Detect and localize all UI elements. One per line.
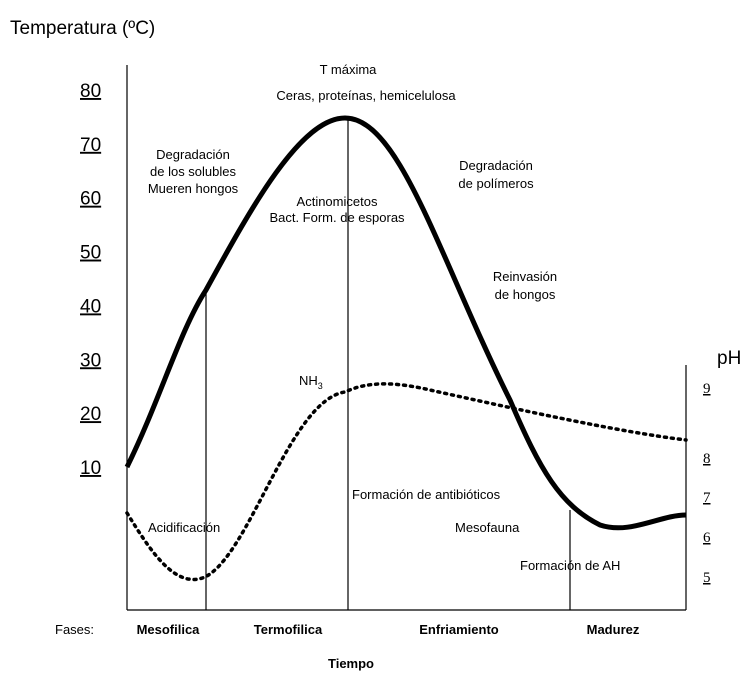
annotation: NH3 [299, 373, 323, 391]
annotation: Formación de AH [520, 558, 620, 573]
annotation: Reinvasión [493, 269, 557, 284]
annotation: de polímeros [458, 176, 534, 191]
annotation: Degradación [156, 147, 230, 162]
annotation: Ceras, proteínas, hemicelulosa [276, 88, 456, 103]
phase: Enfriamiento [419, 622, 499, 637]
phase: Termofilica [254, 622, 323, 637]
ph-tick: 7 [703, 490, 711, 506]
subscript: 3 [318, 381, 323, 391]
temperature-tick: 80 [80, 81, 101, 102]
ph-tick: 5 [703, 570, 711, 586]
phases-label: Fases: [55, 622, 94, 637]
temperature-tick: 40 [80, 296, 101, 317]
annotation: Actinomicetos [297, 194, 378, 209]
ph-title: pH [717, 348, 741, 369]
annotation: Mesofauna [455, 520, 520, 535]
phase: Mesofilica [137, 622, 201, 637]
annotation: Degradación [459, 158, 533, 173]
phase: Madurez [587, 622, 640, 637]
annotation: T máxima [320, 62, 378, 77]
temperature-tick: 20 [80, 404, 101, 425]
ph-tick: 8 [703, 451, 711, 467]
temperature-tick: 60 [80, 189, 101, 210]
ph-curve [125, 382, 688, 582]
temperature-tick: 70 [80, 135, 101, 156]
temperature-curve [124, 115, 687, 531]
annotation: de hongos [495, 287, 556, 302]
temperature-tick: 30 [80, 350, 101, 371]
annotation: Mueren hongos [148, 181, 239, 196]
temperature-tick: 10 [80, 458, 101, 479]
temperature-tick: 50 [80, 243, 101, 264]
annotation: Acidificación [148, 520, 220, 535]
ph-tick: 6 [703, 530, 711, 546]
annotation: NH [299, 373, 318, 388]
title: Temperatura (ºC) [10, 18, 155, 39]
ph-tick: 9 [703, 381, 711, 397]
x-label: Tiempo [328, 656, 374, 671]
annotation: de los solubles [150, 164, 236, 179]
annotation: Bact. Form. de esporas [269, 210, 405, 225]
annotation: Formación de antibióticos [352, 487, 501, 502]
